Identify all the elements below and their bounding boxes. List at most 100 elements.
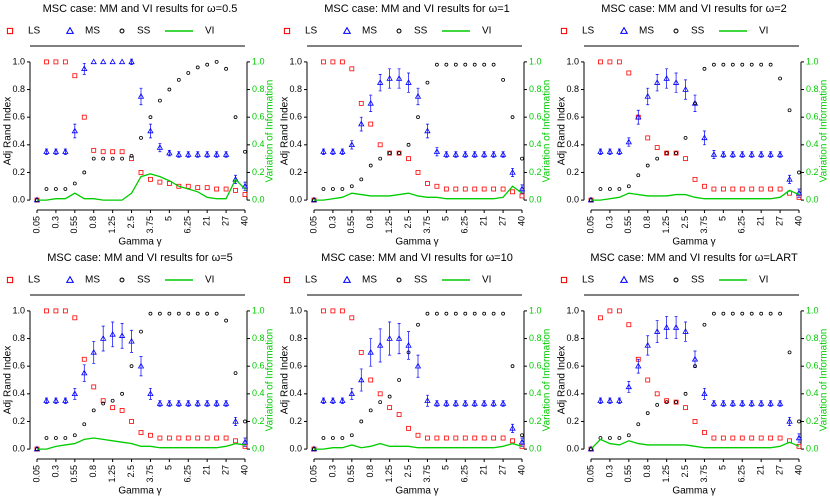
- error-bar: [665, 316, 669, 339]
- point: [608, 187, 612, 191]
- point: [320, 148, 327, 154]
- point: [233, 188, 238, 193]
- chart-title: MSC case: MM and VI results for ω=LART: [590, 252, 798, 264]
- point: [683, 136, 688, 140]
- point: [71, 390, 79, 397]
- y-tick-label: 0.8: [289, 333, 302, 343]
- point: [368, 163, 373, 168]
- y2-tick-label: 0.8: [529, 84, 542, 94]
- point: [796, 443, 802, 449]
- x-tick-label: 40: [516, 465, 526, 475]
- point: [91, 408, 96, 413]
- x-tick-label: 1.25: [107, 216, 117, 234]
- point: [175, 400, 183, 406]
- y-tick-label: 0.6: [566, 112, 579, 122]
- point: [683, 156, 688, 162]
- point: [194, 400, 201, 406]
- point: [491, 62, 496, 67]
- y-tick-label: 0.6: [12, 361, 25, 371]
- point: [396, 150, 402, 156]
- x-tick-label: 0.55: [346, 216, 356, 234]
- point: [490, 400, 497, 406]
- point: [712, 311, 716, 316]
- error-bar: [693, 94, 697, 113]
- point: [358, 376, 365, 383]
- chart-title: MSC case: MM and VI results for ω=0.5: [43, 3, 238, 15]
- point: [692, 419, 698, 424]
- point: [205, 311, 210, 316]
- point: [99, 58, 107, 65]
- point: [598, 315, 603, 321]
- legend-label: SS: [691, 275, 705, 286]
- y2-tick-label: 0.4: [529, 139, 542, 149]
- error-bar: [684, 321, 688, 342]
- point: [416, 115, 420, 120]
- point: [148, 311, 153, 316]
- point: [330, 59, 336, 65]
- legend-label: VI: [205, 26, 214, 37]
- point: [52, 148, 60, 154]
- point: [222, 151, 230, 157]
- point: [242, 192, 248, 197]
- x-tick-label: 2.5: [680, 216, 690, 229]
- point: [749, 186, 755, 192]
- vi-line: [314, 185, 523, 201]
- y2-tick-label: 1.0: [252, 305, 265, 315]
- point: [223, 186, 229, 192]
- point: [81, 356, 87, 362]
- x-tick-label: 0.05: [308, 216, 318, 234]
- point: [597, 148, 604, 154]
- point: [702, 430, 707, 435]
- point: [462, 400, 469, 406]
- point: [672, 324, 680, 330]
- point: [44, 308, 49, 314]
- point: [520, 433, 524, 438]
- point: [128, 58, 135, 65]
- point: [768, 435, 774, 441]
- point: [158, 311, 162, 316]
- point: [321, 187, 326, 191]
- point: [376, 79, 384, 85]
- point: [598, 59, 603, 65]
- point: [119, 149, 125, 155]
- point: [224, 66, 228, 71]
- legend-label: SS: [137, 26, 151, 37]
- point: [358, 349, 364, 355]
- legend-label: MS: [362, 275, 377, 286]
- y2-tick-label: 0.2: [529, 416, 542, 426]
- point: [406, 156, 411, 162]
- panel: MSC case: MM and VI results for ω=2 0.0 0.…: [557, 3, 830, 248]
- point: [139, 329, 143, 334]
- point: [768, 311, 773, 316]
- error-bar: [655, 320, 659, 344]
- point: [138, 170, 144, 175]
- y-tick-label: 1.0: [12, 56, 25, 66]
- x-tick-label: 0.55: [69, 216, 79, 234]
- y-tick-label: 1.0: [289, 305, 302, 315]
- point: [691, 355, 699, 362]
- legend-marker: [119, 28, 125, 34]
- point: [606, 397, 614, 403]
- point: [701, 390, 708, 397]
- legend-label: VI: [482, 26, 491, 37]
- y-tick-label: 1.0: [289, 56, 302, 66]
- point: [500, 435, 506, 441]
- point: [720, 435, 726, 441]
- error-bar: [82, 364, 86, 382]
- point: [109, 330, 116, 337]
- point: [501, 311, 505, 316]
- point: [787, 350, 792, 355]
- point: [795, 189, 803, 196]
- vi-line: [590, 438, 800, 450]
- point: [175, 151, 183, 157]
- error-bar: [111, 321, 115, 348]
- x-tick-label: 0.8: [365, 216, 375, 229]
- point: [186, 311, 191, 316]
- point: [340, 436, 345, 440]
- point: [510, 364, 515, 369]
- point: [320, 397, 327, 403]
- point: [156, 400, 164, 406]
- point: [137, 93, 145, 99]
- y2-tick-label: 0.8: [806, 333, 819, 343]
- error-bar: [148, 387, 152, 400]
